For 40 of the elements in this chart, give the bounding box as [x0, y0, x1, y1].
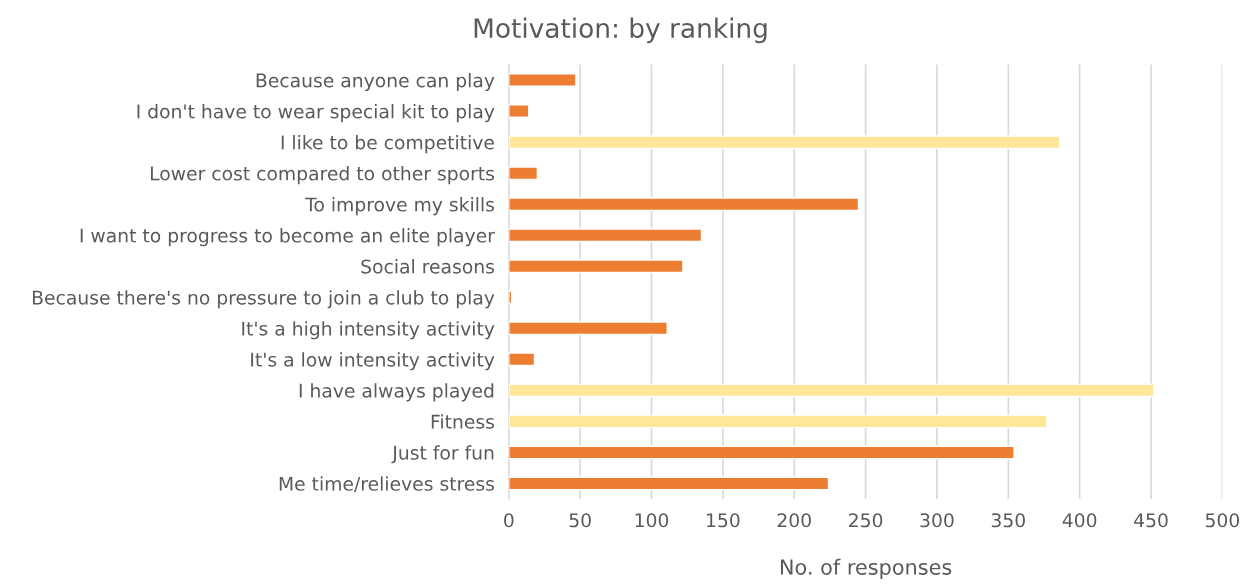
bar — [508, 476, 830, 491]
y-tick-label: I want to progress to become an elite player — [80, 228, 495, 247]
y-tick-label: Just for fun — [391, 445, 494, 464]
x-tick-label: 350 — [991, 513, 1025, 528]
y-tick-label: Fitness — [431, 414, 495, 429]
x-tick-label: 0 — [504, 513, 514, 528]
x-tick-label: 200 — [777, 513, 811, 528]
bar — [508, 352, 536, 367]
y-tick-label: I like to be competitive — [281, 135, 494, 154]
bar — [508, 259, 684, 274]
y-tick-label: I don't have to wear special kit to play — [137, 103, 495, 123]
bar — [508, 197, 860, 212]
bar — [508, 321, 668, 336]
x-tick-label: 250 — [849, 513, 883, 528]
x-tick-label: 450 — [1134, 513, 1168, 528]
chart-title: Motivation: by ranking — [474, 17, 767, 44]
bar — [508, 228, 703, 243]
y-tick-label: Social reasons — [361, 259, 494, 274]
y-tick-label: To improve my skills — [305, 197, 495, 216]
bar — [508, 383, 1155, 398]
bar — [508, 135, 1061, 150]
x-tick-label: 400 — [1062, 513, 1097, 528]
y-tick-label: Because anyone can play — [256, 72, 495, 92]
y-tick-label: Because there's no pressure to join a club to play — [32, 290, 495, 309]
x-tick-label: 100 — [635, 513, 669, 528]
x-tick-label: 500 — [1205, 513, 1240, 528]
bar — [508, 445, 1015, 460]
bar — [508, 414, 1048, 429]
bar — [508, 73, 577, 87]
x-tick-label: 150 — [707, 513, 740, 528]
x-tick-label: 50 — [569, 513, 591, 528]
bar — [508, 166, 539, 181]
x-axis-title: No. of responses — [780, 558, 952, 579]
y-tick-label: I have always played — [299, 383, 494, 402]
x-tick-label: 300 — [920, 513, 954, 528]
y-tick-label: Lower cost compared to other sports — [150, 166, 495, 185]
y-tick-label: Me time/relieves stress — [279, 476, 495, 493]
y-tick-label: It's a low intensity activity — [251, 352, 495, 371]
bar — [508, 104, 530, 119]
y-tick-label: It's a high intensity activity — [242, 321, 495, 340]
